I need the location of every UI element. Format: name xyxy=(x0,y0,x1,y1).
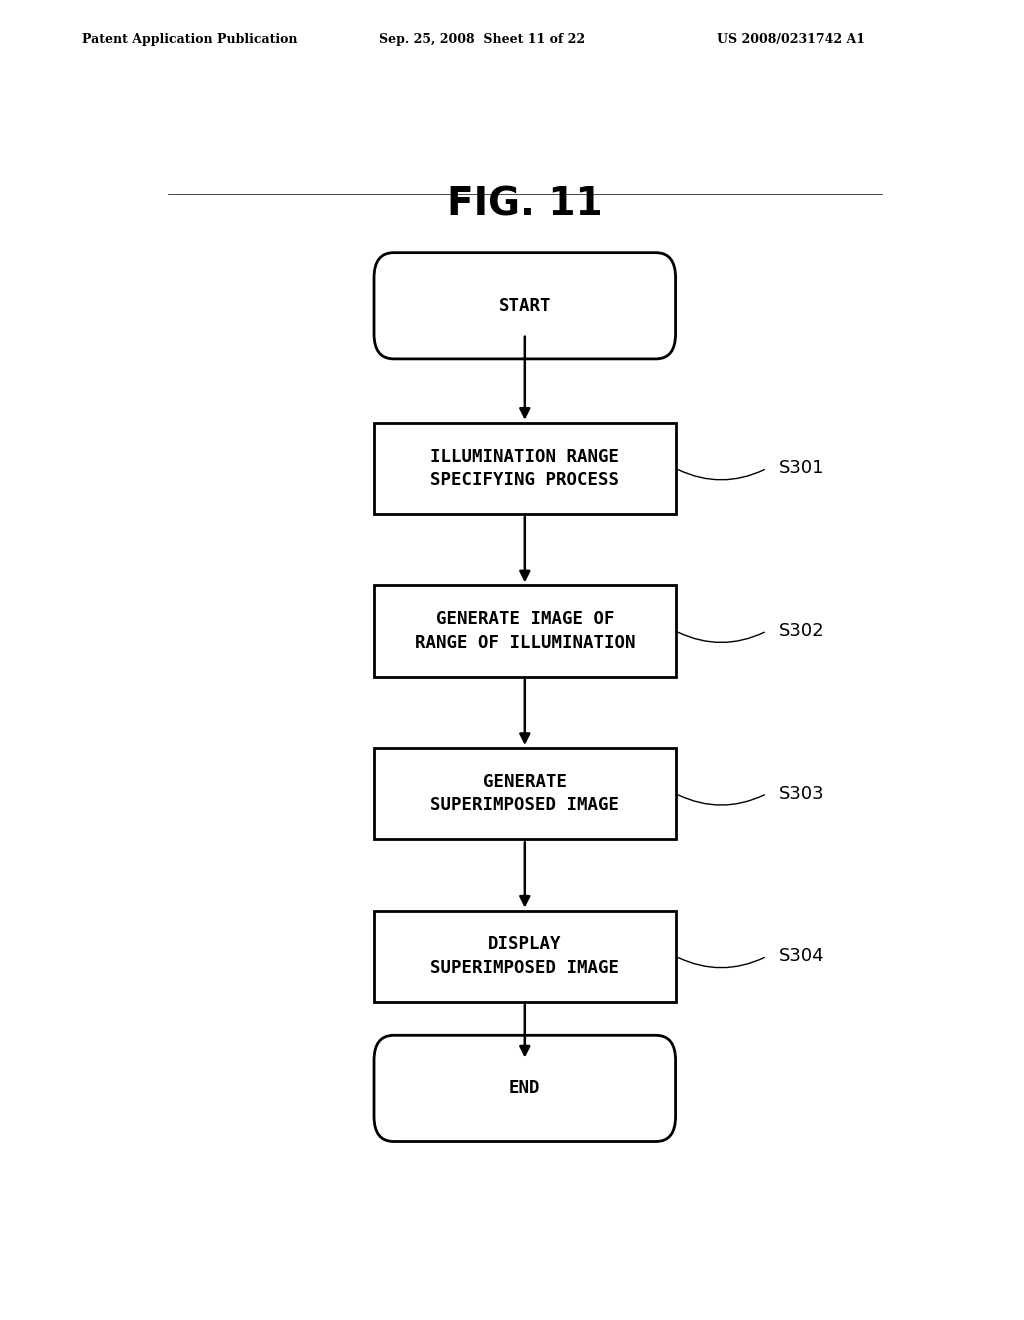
Text: GENERATE
SUPERIMPOSED IMAGE: GENERATE SUPERIMPOSED IMAGE xyxy=(430,772,620,814)
Text: GENERATE IMAGE OF
RANGE OF ILLUMINATION: GENERATE IMAGE OF RANGE OF ILLUMINATION xyxy=(415,610,635,652)
FancyBboxPatch shape xyxy=(374,1035,676,1142)
Text: START: START xyxy=(499,297,551,314)
Text: S303: S303 xyxy=(778,784,824,803)
Text: DISPLAY
SUPERIMPOSED IMAGE: DISPLAY SUPERIMPOSED IMAGE xyxy=(430,936,620,977)
Text: FIG. 11: FIG. 11 xyxy=(447,185,602,223)
Bar xyxy=(374,585,676,677)
Text: ILLUMINATION RANGE
SPECIFYING PROCESS: ILLUMINATION RANGE SPECIFYING PROCESS xyxy=(430,447,620,490)
Text: S301: S301 xyxy=(778,459,824,478)
Bar xyxy=(374,748,676,840)
Text: Sep. 25, 2008  Sheet 11 of 22: Sep. 25, 2008 Sheet 11 of 22 xyxy=(379,33,585,46)
Text: Patent Application Publication: Patent Application Publication xyxy=(82,33,297,46)
FancyBboxPatch shape xyxy=(374,252,676,359)
Bar xyxy=(374,911,676,1002)
Text: END: END xyxy=(509,1080,541,1097)
Text: S302: S302 xyxy=(778,622,824,640)
Text: US 2008/0231742 A1: US 2008/0231742 A1 xyxy=(717,33,865,46)
Text: S304: S304 xyxy=(778,948,824,965)
Bar xyxy=(374,422,676,515)
